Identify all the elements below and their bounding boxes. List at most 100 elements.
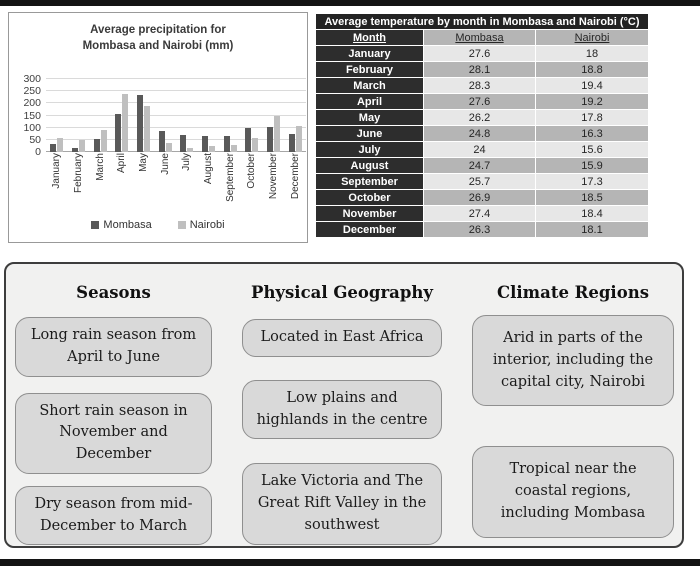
facts-heading: Climate Regions [497,283,649,302]
nairobi-value-cell: 18.4 [536,206,648,221]
x-tick-label: September [224,153,236,202]
bar-nairobi-may [144,106,151,152]
precipitation-chart-panel: Average precipitation for Mombasa and Na… [8,12,308,243]
x-cell-october: October [241,153,263,219]
table-row: January 27.6 18 [316,46,648,61]
month-cell: October [316,190,423,205]
month-cell: August [316,158,423,173]
y-tick-label: 200 [23,97,41,110]
bar-group-february [68,140,90,152]
legend-item-nairobi: Nairobi [177,219,225,231]
bar-group-july [176,134,198,152]
y-tick-label: 300 [23,73,41,85]
month-cell: March [316,78,423,93]
mombasa-value-cell: 26.9 [424,190,535,205]
mombasa-value-cell: 26.3 [424,222,535,237]
x-tick-label: November [268,153,280,200]
info-box: Lake Victoria and The Great Rift Valley … [242,463,442,545]
bar-group-june [154,130,176,152]
month-cell: September [316,174,423,189]
table-row: December 26.3 18.1 [316,222,648,237]
bar-nairobi-february [79,140,85,152]
month-cell: November [316,206,423,221]
table-row: October 26.9 18.5 [316,190,648,205]
mombasa-value-cell: 26.2 [424,110,535,125]
chart-legend: Mombasa Nairobi [9,219,307,231]
table-row: May 26.2 17.8 [316,110,648,125]
mombasa-value-cell: 27.6 [424,46,535,61]
gridline-50 [46,138,306,140]
nairobi-value-cell: 17.8 [536,110,648,125]
table-row: February 28.1 18.8 [316,62,648,77]
month-cell: June [316,126,423,141]
bar-mombasa-august [202,135,209,152]
column-header-nairobi: Nairobi [536,30,648,45]
info-box: Short rain season in November and Decemb… [15,392,212,474]
bar-group-december [284,126,306,152]
nairobi-value-cell: 18.5 [536,190,648,205]
bar-nairobi-june [165,142,172,152]
x-cell-june: June [154,153,176,219]
bar-group-april [111,93,133,152]
table-row: July 24 15.6 [316,142,648,157]
nairobi-value-cell: 18.8 [536,62,648,77]
bar-nairobi-december [295,126,302,152]
bar-mombasa-december [288,133,295,152]
x-cell-april: April [111,153,133,219]
chart-plot-area: 0 50 100 150 200 250 300 [23,74,306,157]
bar-mombasa-july [180,134,187,152]
bar-mombasa-october [245,127,252,152]
bar-group-october [241,127,263,152]
nairobi-value-cell: 15.6 [536,142,648,157]
x-cell-february: February [68,153,90,219]
legend-label: Nairobi [189,219,225,231]
nairobi-value-cell: 18.1 [536,222,648,237]
y-tick-label: 50 [29,133,41,146]
x-tick-label: May [138,153,150,172]
mombasa-value-cell: 28.3 [424,78,535,93]
gridline-300 [46,78,306,79]
facts-column-seasons: Seasons Long rain season from April to Ju… [15,264,212,546]
bar-nairobi-august [209,146,216,152]
bar-group-november [263,115,285,152]
month-cell: February [316,62,423,77]
x-tick-label: December [289,153,301,200]
y-tick-label: 0 [35,146,41,158]
gridline-150 [46,114,306,116]
table-title-row: Average temperature by month in Mombasa … [316,14,648,29]
bar-nairobi-march [100,130,107,152]
x-cell-august: August [198,153,220,219]
facts-column-physical-geography: Physical Geography Located in East Africa… [242,264,442,545]
x-cell-march: March [89,153,111,219]
bar-nairobi-july [187,147,194,152]
facts-heading: Physical Geography [251,283,433,302]
y-tick-label: 150 [23,109,41,122]
mombasa-value-cell: 24.8 [424,126,535,141]
table-row: April 27.6 19.2 [316,94,648,109]
info-box: Arid in parts of the interior, including… [472,315,674,407]
bar-mombasa-september [223,136,230,152]
nairobi-value-cell: 17.3 [536,174,648,189]
legend-label: Mombasa [103,219,152,231]
chart-title: Average precipitation for Mombasa and Na… [82,24,234,53]
nairobi-value-cell: 18 [536,46,648,61]
x-cell-july: July [176,153,198,219]
info-box: Tropical near the coastal regions, inclu… [472,446,674,538]
bar-group-september [219,136,241,152]
x-tick-label: January [51,153,63,189]
x-tick-label: August [203,153,215,185]
bar-group-march [89,130,111,152]
top-border-bar [0,0,700,6]
y-tick-label: 250 [23,85,41,98]
x-cell-december: December [284,153,306,219]
legend-item-mombasa: Mombasa [91,219,152,231]
bar-nairobi-september [230,144,237,152]
table-row: June 24.8 16.3 [316,126,648,141]
x-cell-may: May [133,153,155,219]
bar-nairobi-november [274,115,281,152]
gridline-0 [46,151,306,152]
bottom-border-bar [0,559,700,566]
month-cell: July [316,142,423,157]
chart-x-axis-labels: January February March April May June July Augu… [46,153,306,219]
gridline-100 [46,126,306,128]
